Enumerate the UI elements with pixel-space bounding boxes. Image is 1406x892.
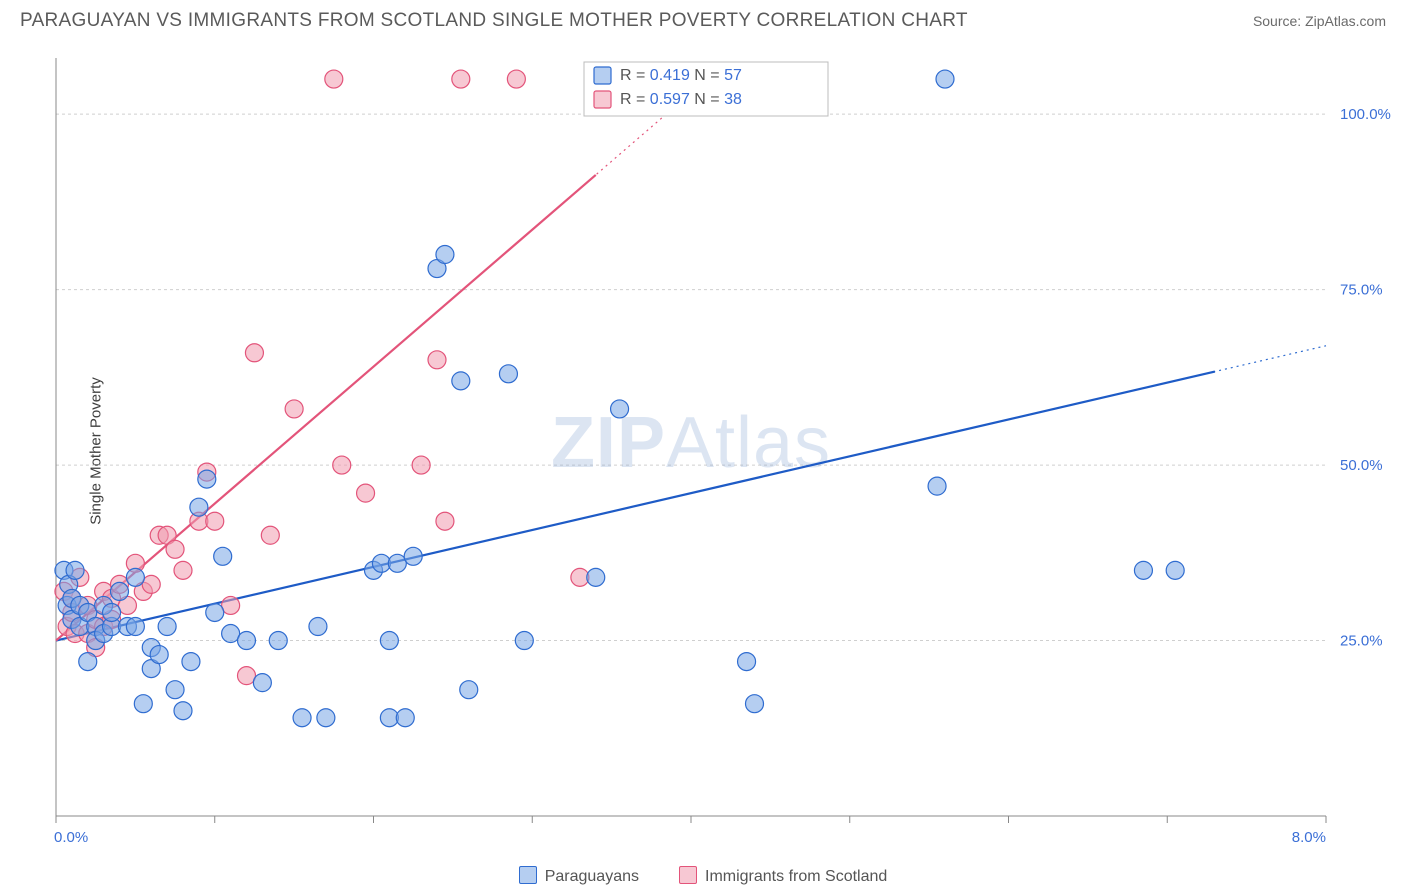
data-point-pink bbox=[412, 456, 430, 474]
data-point-pink bbox=[238, 667, 256, 685]
legend-label-0: Paraguayans bbox=[545, 868, 639, 885]
data-point-blue bbox=[436, 246, 454, 264]
data-point-pink bbox=[206, 512, 224, 530]
header-bar: PARAGUAYAN VS IMMIGRANTS FROM SCOTLAND S… bbox=[0, 0, 1406, 38]
data-point-blue bbox=[103, 603, 121, 621]
data-point-blue bbox=[1134, 561, 1152, 579]
legend-corr-row: R = 0.419 N = 57 bbox=[620, 67, 742, 84]
data-point-pink bbox=[142, 575, 160, 593]
y-tick-label: 25.0% bbox=[1340, 633, 1383, 650]
data-point-pink bbox=[507, 70, 525, 88]
data-point-blue bbox=[158, 618, 176, 636]
x-tick-label-right: 8.0% bbox=[1292, 829, 1326, 846]
data-point-blue bbox=[515, 632, 533, 650]
data-point-blue bbox=[222, 625, 240, 643]
data-point-blue bbox=[738, 653, 756, 671]
data-point-blue bbox=[452, 372, 470, 390]
bottom-legend: Paraguayans Immigrants from Scotland bbox=[0, 866, 1406, 886]
legend-item-scotland: Immigrants from Scotland bbox=[679, 866, 887, 886]
data-point-pink bbox=[261, 526, 279, 544]
data-point-blue bbox=[206, 603, 224, 621]
chart-area: Single Mother Poverty 25.0%50.0%75.0%100… bbox=[50, 50, 1396, 852]
data-point-blue bbox=[198, 470, 216, 488]
data-point-pink bbox=[245, 344, 263, 362]
data-point-blue bbox=[214, 547, 232, 565]
data-point-blue bbox=[79, 653, 97, 671]
data-point-blue bbox=[1166, 561, 1184, 579]
data-point-pink bbox=[452, 70, 470, 88]
legend-corr-swatch bbox=[594, 67, 611, 84]
data-point-blue bbox=[317, 709, 335, 727]
data-point-blue bbox=[238, 632, 256, 650]
data-point-pink bbox=[222, 596, 240, 614]
source-attribution: Source: ZipAtlas.com bbox=[1253, 13, 1386, 29]
data-point-blue bbox=[66, 561, 84, 579]
y-tick-label: 50.0% bbox=[1340, 457, 1383, 474]
chart-title: PARAGUAYAN VS IMMIGRANTS FROM SCOTLAND S… bbox=[20, 10, 968, 32]
data-point-blue bbox=[396, 709, 414, 727]
data-point-blue bbox=[269, 632, 287, 650]
y-tick-label: 100.0% bbox=[1340, 106, 1391, 123]
legend-swatch-pink bbox=[679, 866, 697, 884]
legend-label-1: Immigrants from Scotland bbox=[705, 868, 887, 885]
scatter-plot-svg: 25.0%50.0%75.0%100.0%0.0%8.0%ZIPAtlasR =… bbox=[50, 50, 1396, 852]
data-point-blue bbox=[174, 702, 192, 720]
data-point-pink bbox=[325, 70, 343, 88]
data-point-blue bbox=[936, 70, 954, 88]
data-point-blue bbox=[460, 681, 478, 699]
data-point-blue bbox=[190, 498, 208, 516]
data-point-blue bbox=[746, 695, 764, 713]
data-point-pink bbox=[174, 561, 192, 579]
data-point-blue bbox=[928, 477, 946, 495]
data-point-blue bbox=[293, 709, 311, 727]
legend-swatch-blue bbox=[519, 866, 537, 884]
data-point-pink bbox=[333, 456, 351, 474]
data-point-blue bbox=[126, 618, 144, 636]
source-value: ZipAtlas.com bbox=[1305, 13, 1386, 29]
data-point-blue bbox=[611, 400, 629, 418]
data-point-blue bbox=[388, 554, 406, 572]
data-point-blue bbox=[309, 618, 327, 636]
data-point-blue bbox=[166, 681, 184, 699]
data-point-blue bbox=[126, 568, 144, 586]
data-point-blue bbox=[380, 632, 398, 650]
x-tick-label-left: 0.0% bbox=[54, 829, 88, 846]
data-point-blue bbox=[182, 653, 200, 671]
data-point-blue bbox=[111, 582, 129, 600]
legend-item-paraguayans: Paraguayans bbox=[519, 866, 639, 886]
data-point-pink bbox=[285, 400, 303, 418]
y-tick-label: 75.0% bbox=[1340, 282, 1383, 299]
data-point-blue bbox=[253, 674, 271, 692]
data-point-blue bbox=[150, 646, 168, 664]
data-point-blue bbox=[587, 568, 605, 586]
data-point-blue bbox=[499, 365, 517, 383]
data-point-pink bbox=[166, 540, 184, 558]
data-point-pink bbox=[357, 484, 375, 502]
data-point-blue bbox=[404, 547, 422, 565]
data-point-pink bbox=[428, 351, 446, 369]
data-point-pink bbox=[436, 512, 454, 530]
source-label: Source: bbox=[1253, 13, 1305, 29]
data-point-blue bbox=[134, 695, 152, 713]
legend-corr-swatch bbox=[594, 91, 611, 108]
legend-corr-row: R = 0.597 N = 38 bbox=[620, 91, 742, 108]
